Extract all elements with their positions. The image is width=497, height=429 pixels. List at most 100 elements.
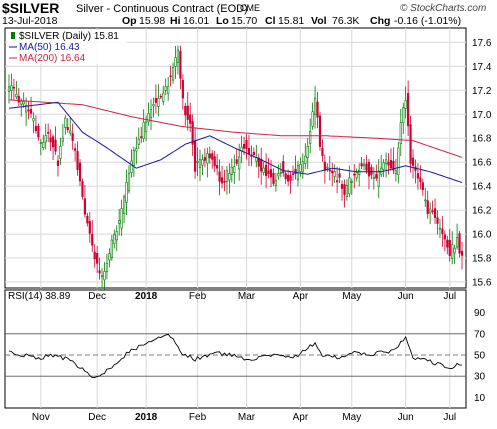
- candle-body: [154, 97, 158, 103]
- candle-body: [372, 176, 375, 179]
- candle-body: [44, 135, 47, 143]
- price-x-tick: Mar: [238, 291, 256, 302]
- candle-body: [431, 210, 434, 213]
- legend-bg: [7, 30, 127, 64]
- candle-body: [370, 167, 373, 175]
- candle-body: [309, 131, 312, 144]
- candle-body: [460, 250, 464, 256]
- candle-body: [152, 104, 155, 107]
- candle-body: [301, 161, 304, 173]
- candle-body: [235, 159, 238, 164]
- candle-body: [438, 227, 442, 230]
- exchange-label: CME: [240, 3, 260, 13]
- candle-body: [54, 139, 57, 152]
- price-x-tick: 2018: [135, 291, 158, 302]
- candle-body: [81, 181, 84, 197]
- candle-body: [184, 106, 187, 116]
- candle-body: [47, 132, 50, 134]
- candle-body: [176, 49, 180, 63]
- candle-body: [336, 180, 339, 183]
- price-y-tick: 16.2: [472, 206, 492, 217]
- candle-body: [216, 165, 219, 169]
- legend-entry: MA(200) 16.64: [19, 53, 86, 64]
- candle-body: [37, 125, 40, 138]
- candle-body: [291, 173, 295, 175]
- candle-body: [223, 181, 226, 183]
- candle-body: [233, 166, 236, 173]
- rsi-y-tick: 50: [474, 351, 486, 362]
- candle-body: [287, 174, 290, 182]
- candle-body: [328, 169, 331, 172]
- candle-body: [331, 170, 334, 174]
- candle-body: [137, 138, 140, 145]
- candle-body: [164, 86, 167, 91]
- candle-body: [404, 100, 407, 109]
- low-value: 15.70: [231, 15, 258, 27]
- candle-body: [225, 170, 229, 183]
- candle-body: [367, 161, 371, 177]
- price-y-tick: 15.8: [472, 254, 492, 265]
- candle-body: [162, 92, 165, 102]
- price-x-tick: Jun: [398, 291, 414, 302]
- price-y-tick: 16.4: [472, 182, 492, 193]
- candle-body: [74, 148, 77, 151]
- high-label: Hi: [170, 15, 181, 27]
- candle-body: [355, 172, 358, 179]
- candle-body: [247, 148, 251, 155]
- candle-body: [323, 161, 326, 171]
- candle-body: [375, 173, 378, 179]
- candle-body: [245, 140, 248, 149]
- candle-body: [228, 173, 231, 181]
- price-y-tick: 17.2: [472, 86, 492, 97]
- candle-body: [377, 170, 380, 187]
- candle-body: [71, 133, 74, 141]
- candle-body: [15, 93, 18, 98]
- candle-body: [167, 86, 170, 95]
- candle-body: [25, 105, 28, 113]
- candle-body: [338, 173, 341, 178]
- candle-body: [220, 177, 224, 184]
- candle-body: [294, 168, 297, 174]
- candle-body: [110, 239, 113, 259]
- candle-body: [51, 136, 55, 148]
- candle-body: [10, 85, 13, 91]
- candle-body: [96, 253, 99, 264]
- candle-body: [433, 208, 437, 218]
- candle-body: [274, 179, 278, 186]
- price-x-tick: Feb: [189, 291, 207, 302]
- candle-body: [279, 171, 282, 174]
- candle-body: [443, 234, 446, 240]
- candle-body: [409, 124, 412, 164]
- candle-body: [130, 160, 133, 173]
- candle-body: [313, 97, 317, 115]
- candle-body: [382, 162, 385, 170]
- candle-body: [22, 101, 25, 105]
- change-value: -0.16 (-1.01%): [394, 15, 462, 27]
- candle-body: [201, 159, 204, 166]
- candle-body: [32, 118, 35, 122]
- candle-body: [436, 217, 439, 224]
- candle-body: [196, 161, 199, 163]
- candle-body: [157, 98, 160, 107]
- candle-body: [350, 181, 353, 183]
- candle-body: [340, 184, 344, 189]
- candle-body: [311, 111, 314, 127]
- candle-body: [389, 160, 393, 169]
- ma200-line: [8, 99, 463, 158]
- candle-body: [451, 244, 454, 259]
- candle-body: [426, 200, 429, 214]
- candles: [7, 45, 464, 291]
- candle-body: [343, 184, 346, 195]
- price-panel: [4, 27, 467, 289]
- candle-body: [392, 160, 395, 171]
- legend-entry: MA(50) 16.43: [19, 42, 80, 53]
- candle-body: [326, 166, 329, 169]
- symbol-title: $SILVER: [2, 0, 60, 16]
- rsi-x-tick: 2018: [135, 412, 158, 423]
- candle-body: [169, 75, 172, 78]
- candle-body: [76, 150, 79, 170]
- candle-body: [348, 177, 351, 195]
- candle-body: [333, 171, 336, 177]
- rsi-x-tick: Mar: [238, 412, 256, 423]
- candle-body: [272, 173, 275, 184]
